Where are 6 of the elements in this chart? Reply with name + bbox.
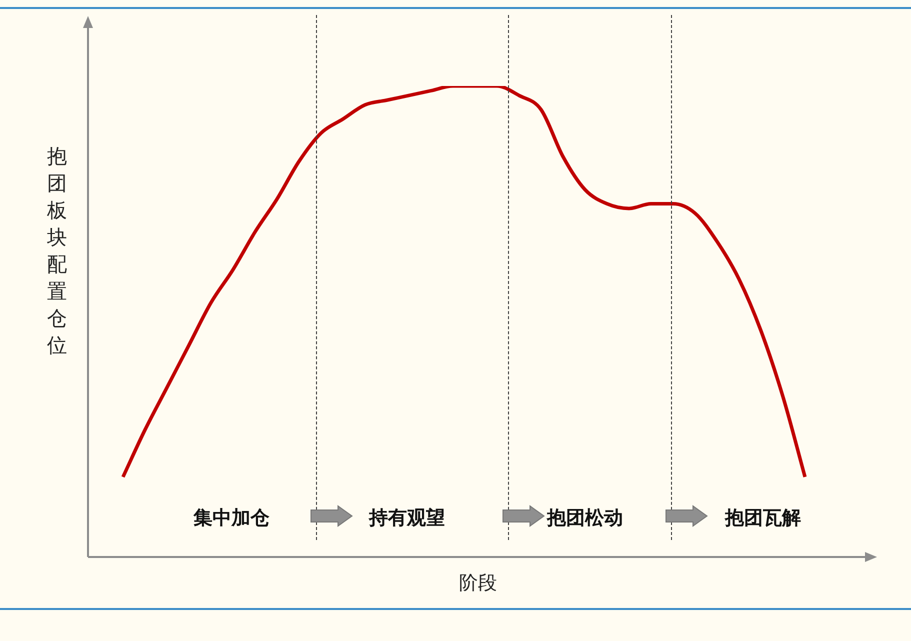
annotation: 持有观望	[369, 506, 446, 531]
x-axis-title: 阶段	[459, 571, 497, 596]
annotation: 抱团瓦解	[725, 506, 802, 531]
annotation: 抱团松动	[546, 506, 623, 531]
y-axis-title: 抱团板块配置仓位	[46, 143, 68, 359]
annotation: 集中加仓	[194, 506, 270, 531]
